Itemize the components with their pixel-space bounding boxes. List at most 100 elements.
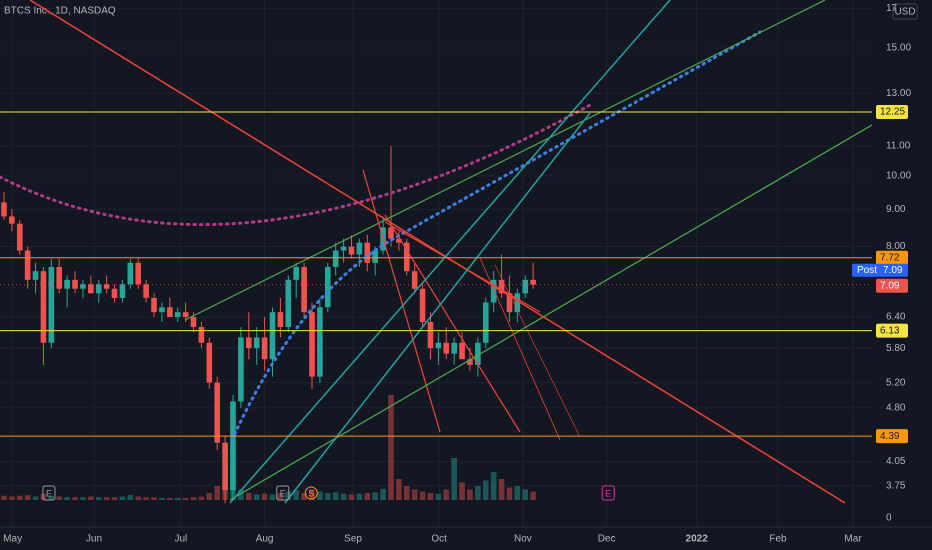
candle-body (127, 262, 134, 285)
volume-bar (451, 458, 457, 500)
trend-line (494, 264, 581, 438)
candle-body (530, 279, 536, 285)
price-level-tag (876, 429, 908, 444)
candle-body (364, 242, 371, 263)
x-tick-label: Sep (344, 534, 362, 545)
event-label: S (308, 488, 314, 498)
volume-bar (48, 495, 55, 500)
candle-body (151, 297, 157, 313)
candle-body (24, 250, 31, 280)
x-tick-label: Nov (514, 534, 532, 545)
y-tick-label: 6.40 (886, 312, 906, 323)
candle-body (482, 302, 489, 343)
volume-bar (324, 493, 331, 500)
volume-bar (182, 497, 189, 500)
x-tick-label: 2022 (686, 534, 709, 545)
volume-bar (514, 486, 521, 500)
candle-body (475, 342, 481, 365)
trend-line (362, 169, 441, 433)
volume-bar (143, 497, 149, 500)
volume-bar (388, 395, 394, 500)
candle-body (411, 271, 418, 289)
candle-body (222, 442, 228, 491)
price-level-label: 4.39 (880, 431, 900, 442)
candle-body (246, 337, 252, 349)
volume-tick-label: 0 (886, 513, 892, 524)
volume-bar (301, 493, 307, 500)
event-label: E (280, 488, 286, 498)
x-tick-label: Mar (844, 534, 862, 545)
candle-body (277, 312, 284, 328)
event-badge (42, 485, 56, 501)
candle-body (451, 342, 457, 354)
volume-bar (238, 489, 244, 500)
trend-line (384, 221, 541, 313)
candle-body (435, 342, 442, 349)
volume-bar (167, 497, 173, 500)
volume-bar (1, 495, 7, 500)
candle-body (64, 279, 70, 289)
candle-body (190, 317, 197, 328)
candle-body (32, 271, 39, 280)
moving-average (0, 103, 592, 227)
volume-bar (522, 489, 529, 500)
candle-body (419, 288, 426, 323)
x-tick-label: Dec (598, 534, 616, 545)
volume-bar (482, 480, 489, 500)
volume-bar (151, 497, 157, 500)
volume-bar (506, 487, 513, 500)
candle-body (348, 246, 355, 255)
volume-bar (372, 492, 378, 500)
currency: USD (894, 7, 915, 18)
candle-body (143, 284, 149, 298)
y-tick-label: 17 (886, 3, 898, 14)
candle-body (388, 227, 394, 239)
post-tag-label: Post (857, 265, 877, 276)
currency-box[interactable] (892, 3, 918, 20)
candle-body (167, 307, 173, 318)
x-tick-label: Aug (256, 534, 274, 545)
volume-bar (332, 492, 339, 500)
candle-body (206, 342, 213, 383)
candle-body (396, 238, 402, 243)
volume-bar (380, 488, 386, 500)
trend-line (184, 0, 826, 321)
y-tick-label: 13.00 (886, 88, 911, 99)
candle-body (119, 284, 126, 298)
candle-body (443, 342, 450, 354)
candle-body (285, 279, 292, 328)
volume-bar (32, 496, 39, 500)
volume-bar (95, 497, 102, 500)
candle-body (95, 284, 102, 294)
y-tick-label: 11.00 (886, 141, 911, 152)
volume-bar (56, 496, 63, 500)
volume-bar (435, 493, 442, 500)
candle-body (340, 246, 347, 251)
price-level-label: 12.25 (880, 107, 905, 118)
volume-bar (246, 493, 252, 500)
candle-body (56, 266, 63, 289)
event-badge (304, 486, 318, 500)
y-tick-label: 5.80 (886, 343, 906, 354)
y-tick-label: 3.75 (886, 481, 906, 492)
candle-body (506, 293, 513, 313)
candle-body (522, 279, 529, 294)
candle-body (427, 322, 434, 349)
volume-bar (64, 497, 70, 500)
candle-body (261, 337, 268, 360)
candle-body (88, 284, 94, 294)
candle-body (198, 327, 205, 343)
event-badge (276, 485, 290, 501)
volume-bar (467, 489, 473, 500)
volume-bar (309, 489, 315, 500)
candle-body (48, 266, 55, 343)
price-level-tag (876, 250, 908, 265)
volume-bar (190, 497, 197, 500)
volume-bar (340, 493, 347, 500)
candle-body (372, 250, 378, 263)
volume-bar (253, 494, 260, 500)
volume-bar (72, 497, 78, 500)
moving-average (230, 30, 762, 442)
candle-body (230, 401, 236, 491)
